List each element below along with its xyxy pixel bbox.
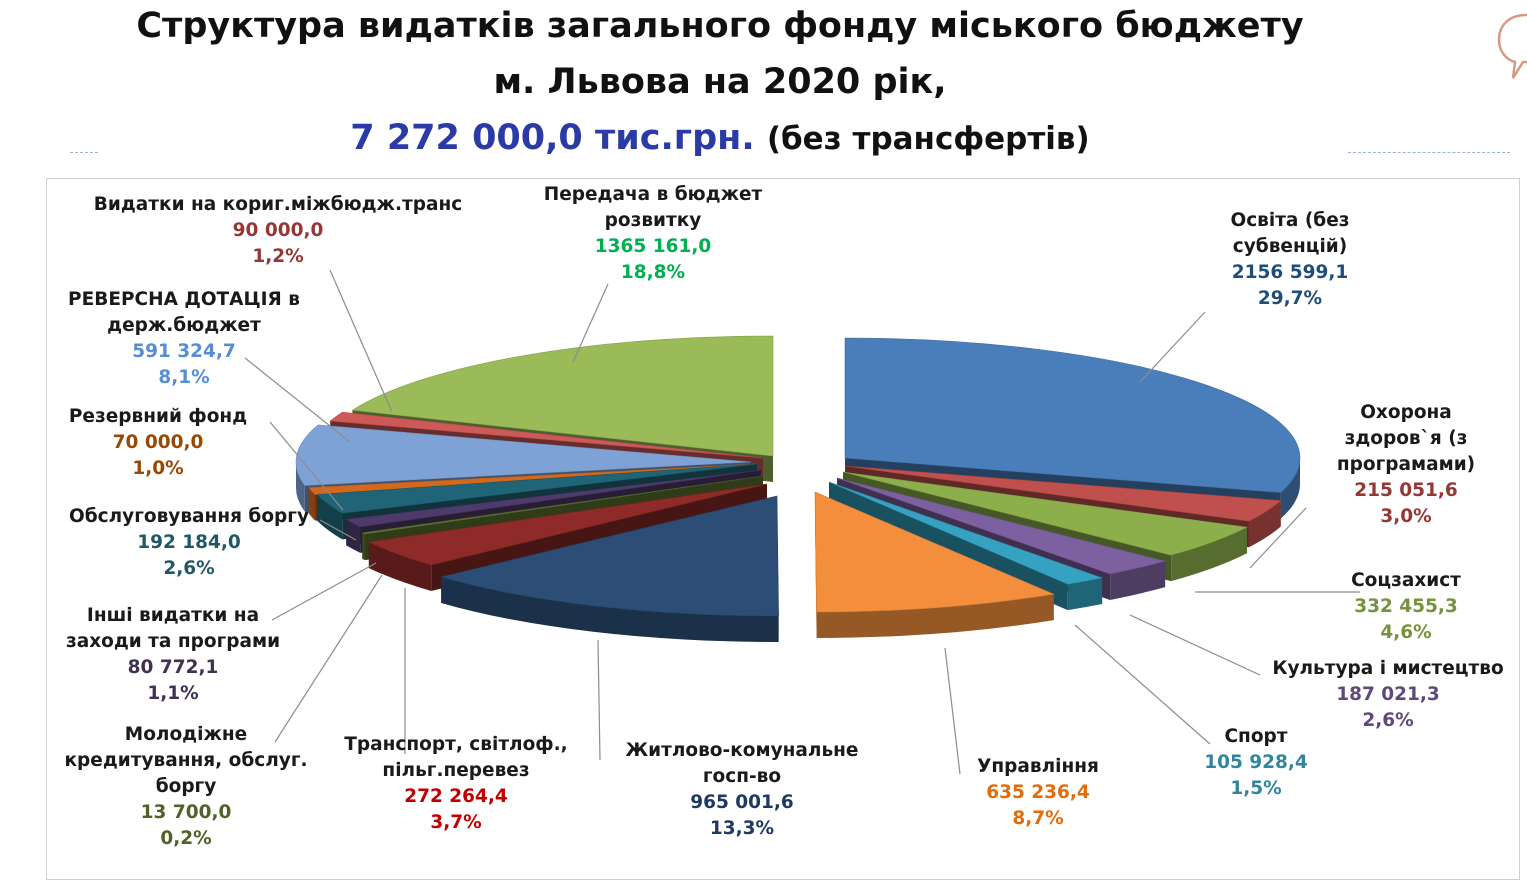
slice-value: 192 184,0 — [137, 532, 241, 553]
slice-percent: 8,1% — [158, 367, 210, 388]
slice-name: Охорона — [1360, 402, 1452, 423]
page-title-line1: Структура видатків загального фонду місь… — [136, 6, 1304, 46]
slice-label: Освіта (без субвенцій) 2156 599,1 29,7% — [1230, 208, 1349, 312]
leader-line — [572, 283, 609, 363]
slice-name: держ.бюджет — [107, 315, 261, 336]
slice-value: 187 021,3 — [1336, 684, 1440, 705]
slice-name: субвенцій) — [1232, 236, 1348, 257]
slice-name: кредитування, обслуг. — [64, 750, 308, 771]
divider-left — [70, 152, 98, 153]
slice-label: Обслуговування боргу 192 184,0 2,6% — [69, 504, 309, 582]
leader-line — [1139, 311, 1206, 383]
slice-label: РЕВЕРСНА ДОТАЦІЯ в держ.бюджет 591 324,7 8,… — [68, 287, 300, 391]
slice-label: Резервний фонд 70 000,0 1,0% — [69, 404, 247, 482]
slice-percent: 1,2% — [252, 246, 304, 267]
slice-name: Транспорт, світлоф., — [344, 734, 568, 755]
slice-name: здоров`я (з — [1344, 428, 1468, 449]
slice-value: 332 455,3 — [1354, 596, 1458, 617]
slice-value: 105 928,4 — [1204, 752, 1308, 773]
slice-label: Охорона здоров`я (з програмами) 215 051,6 3,… — [1337, 400, 1475, 530]
slice-value: 70 000,0 — [112, 432, 204, 453]
slice-value: 591 324,7 — [132, 341, 236, 362]
slice-percent: 18,8% — [620, 262, 686, 283]
leader-line — [597, 639, 601, 761]
slice-percent: 3,7% — [430, 812, 482, 833]
slice-percent: 2,6% — [1362, 710, 1414, 731]
slice-value: 965 001,6 — [690, 792, 794, 813]
slice-name: Резервний фонд — [68, 406, 248, 427]
page-title-line2: м. Львова на 2020 рік, — [493, 62, 947, 102]
leader-line — [244, 357, 351, 443]
slice-percent: 8,7% — [1012, 808, 1064, 829]
leader-line — [269, 421, 344, 511]
slice-label: Культура і мистецтво 187 021,3 2,6% — [1272, 656, 1503, 734]
slice-value: 635 236,4 — [986, 782, 1090, 803]
slice-name: Молодіжне — [124, 724, 248, 745]
slice-name: заходи та програми — [65, 631, 281, 652]
slice-name: Спорт — [1224, 726, 1288, 747]
slice-label: Управління 635 236,4 8,7% — [977, 754, 1099, 832]
slice-label: Транспорт, світлоф., пільг.перевез 272 264… — [344, 732, 567, 836]
slice-name: Обслуговування боргу — [68, 506, 310, 527]
leader-line — [329, 269, 393, 413]
slice-name: госп-во — [702, 766, 782, 787]
slice-label: Соцзахист 332 455,3 4,6% — [1351, 568, 1461, 646]
slice-percent: 0,2% — [160, 828, 212, 849]
slice-name: Культура і мистецтво — [1272, 658, 1504, 679]
divider-right — [1348, 152, 1510, 153]
slice-value: 80 772,1 — [127, 657, 219, 678]
pie-slice — [440, 495, 779, 642]
slice-value: 13 700,0 — [140, 802, 232, 823]
slice-percent: 13,3% — [709, 818, 775, 839]
slice-name: пільг.перевез — [382, 760, 530, 781]
slice-value: 215 051,6 — [1354, 480, 1458, 501]
slice-name: боргу — [155, 776, 217, 797]
leader-line — [1129, 614, 1261, 676]
slice-name: Житлово-комунальне — [625, 740, 859, 761]
leader-line — [319, 519, 357, 541]
leader-line — [271, 562, 377, 621]
slice-percent: 1,0% — [132, 458, 184, 479]
slice-name: Інші видатки на — [86, 605, 260, 626]
slice-percent: 1,1% — [147, 683, 199, 704]
pie-slice — [814, 491, 1055, 638]
chart-frame — [46, 178, 1520, 880]
slice-name: Соцзахист — [1351, 570, 1461, 591]
slice-name: розвитку — [604, 210, 702, 231]
leader-line — [274, 574, 383, 743]
slice-percent: 4,6% — [1380, 622, 1432, 643]
slice-percent: 2,6% — [163, 558, 215, 579]
slice-percent: 29,7% — [1257, 288, 1323, 309]
speech-bubble-icon — [1497, 13, 1527, 79]
slice-name: програмами) — [1336, 454, 1476, 475]
slice-label: Передача в бюджет розвитку 1365 161,0 18,8% — [544, 182, 763, 286]
slice-name: РЕВЕРСНА ДОТАЦІЯ в — [68, 289, 300, 310]
slice-name: Управління — [977, 756, 1099, 777]
slice-name: Видатки на кориг.міжбюдж.транс — [93, 194, 463, 215]
slice-name: Освіта (без — [1230, 210, 1350, 231]
slice-label: Інші видатки на заходи та програми 80 772,… — [66, 603, 280, 707]
slice-percent: 3,0% — [1380, 506, 1432, 527]
slice-percent: 1,5% — [1230, 778, 1282, 799]
slice-value: 90 000,0 — [232, 220, 324, 241]
slice-value: 272 264,4 — [404, 786, 508, 807]
leader-line — [1074, 624, 1211, 745]
page-subtitle: 7 272 000,0 тис.грн. (без трансфертів) — [0, 118, 1440, 159]
slice-label: Видатки на кориг.міжбюдж.транс 90 000,0 1,… — [94, 192, 462, 270]
leader-line — [1249, 507, 1307, 569]
slice-label: Спорт 105 928,4 1,5% — [1204, 724, 1308, 802]
leader-line — [944, 647, 961, 775]
slice-name: Передача в бюджет — [543, 184, 763, 205]
slice-value: 1365 161,0 — [594, 236, 712, 257]
slice-value: 2156 599,1 — [1231, 262, 1349, 283]
total-amount: 7 272 000,0 тис.грн. — [350, 118, 755, 158]
total-note: (без трансфертів) — [766, 121, 1090, 157]
slice-label: Молодіжне кредитування, обслуг. боргу 13 70… — [64, 722, 307, 852]
slice-label: Житлово-комунальне госп-во 965 001,6 13,3% — [626, 738, 859, 842]
